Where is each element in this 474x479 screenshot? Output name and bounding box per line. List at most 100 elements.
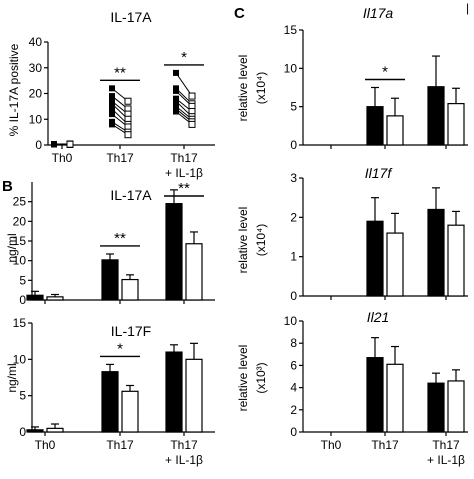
category-label: Th17 bbox=[106, 438, 134, 452]
y-tick-label: 10 bbox=[284, 61, 298, 75]
category-label: Th17 bbox=[106, 151, 134, 165]
bar bbox=[427, 208, 445, 297]
bar bbox=[185, 358, 203, 433]
data-point-filled bbox=[173, 108, 179, 115]
corner-mark: | bbox=[466, 1, 469, 15]
bar bbox=[121, 390, 139, 433]
chart-title: IL-17A bbox=[110, 187, 152, 203]
y-tick-label: 20 bbox=[13, 214, 27, 228]
y-tick-label: 0 bbox=[35, 138, 42, 152]
data-point-filled bbox=[109, 121, 115, 128]
chart-C-il17a: 0 5 10 15 Il17a relative level (x10⁴) * bbox=[236, 5, 468, 152]
y-tick-label: 30 bbox=[29, 61, 43, 75]
y-axis-label-units: (x10⁴) bbox=[254, 72, 268, 105]
data-point-filled bbox=[109, 100, 115, 107]
y-tick-label: 2 bbox=[290, 210, 297, 224]
significance-label: ** bbox=[114, 230, 126, 247]
bar bbox=[427, 86, 445, 146]
chart-B-il17a-ngml: 0 5 10 15 20 25 IL-17A ng/ml ** ** bbox=[5, 180, 215, 307]
data-point-filled bbox=[109, 105, 115, 112]
bar bbox=[386, 232, 404, 297]
data-point-open bbox=[188, 92, 196, 100]
y-tick-label: 0 bbox=[290, 425, 297, 439]
bar bbox=[185, 243, 203, 301]
chart-title: Il17a bbox=[363, 5, 394, 21]
data-point-filled bbox=[173, 69, 179, 76]
bar bbox=[386, 363, 404, 433]
y-axis-label-units: (x10⁴) bbox=[254, 224, 268, 257]
chart-title: IL-17F bbox=[111, 323, 151, 339]
y-tick-label: 8 bbox=[290, 336, 297, 350]
bar bbox=[447, 102, 465, 146]
data-point-filled bbox=[109, 111, 115, 118]
bar bbox=[366, 357, 384, 433]
y-tick-label: 15 bbox=[13, 316, 27, 330]
bar bbox=[101, 259, 119, 301]
y-tick-label: 10 bbox=[13, 254, 27, 268]
data-point-open bbox=[66, 140, 74, 148]
y-axis-label: ng/ml bbox=[5, 233, 19, 262]
y-tick-label: 10 bbox=[13, 352, 27, 366]
category-label: Th17 bbox=[170, 151, 198, 165]
bar bbox=[427, 382, 445, 433]
bar bbox=[366, 106, 384, 146]
chart-title: Il17f bbox=[365, 165, 394, 181]
bar bbox=[46, 427, 64, 433]
category-label: Th17 bbox=[371, 438, 399, 452]
y-tick-label: 4 bbox=[290, 381, 297, 395]
y-tick-label: 10 bbox=[29, 112, 43, 126]
category-label: Th0 bbox=[35, 438, 56, 452]
bar bbox=[121, 278, 139, 301]
bar bbox=[165, 351, 183, 433]
panel-letter-c: C bbox=[234, 5, 245, 22]
data-point-filled bbox=[51, 141, 57, 148]
pair-line bbox=[175, 72, 193, 97]
data-point-open bbox=[124, 97, 132, 105]
y-tick-label: 5 bbox=[290, 100, 297, 114]
y-tick-label: 25 bbox=[13, 195, 27, 209]
data-point-filled bbox=[173, 87, 179, 94]
y-tick-label: 3 bbox=[290, 171, 297, 185]
category-label: + IL-1β bbox=[165, 166, 203, 180]
category-label: + IL-1β bbox=[427, 453, 465, 467]
bar bbox=[447, 224, 465, 297]
category-label: Th0 bbox=[52, 151, 73, 165]
chart-C-il17f: 0 1 2 3 Il17f relative level (x10⁴) bbox=[236, 165, 468, 303]
y-tick-label: 15 bbox=[284, 23, 298, 37]
data-point-filled bbox=[173, 98, 179, 105]
bar bbox=[46, 296, 64, 301]
chart-title: Il21 bbox=[367, 309, 390, 325]
bar bbox=[26, 429, 44, 433]
y-tick-label: 15 bbox=[13, 234, 27, 248]
category-label: + IL-1β bbox=[165, 453, 203, 467]
y-axis-label: relative level bbox=[236, 207, 250, 274]
y-tick-label: 6 bbox=[290, 358, 297, 372]
category-label: Th17 bbox=[432, 438, 460, 452]
bar bbox=[386, 115, 404, 146]
bar bbox=[447, 380, 465, 433]
significance-label: ** bbox=[114, 64, 126, 81]
y-axis-label-units: (x10³) bbox=[254, 362, 268, 393]
y-tick-label: 5 bbox=[19, 389, 26, 403]
panel-letter-b: B bbox=[2, 178, 13, 195]
significance-label: * bbox=[181, 49, 187, 66]
y-tick-label: 20 bbox=[29, 87, 43, 101]
bar bbox=[101, 371, 119, 433]
y-tick-label: 5 bbox=[19, 273, 26, 287]
y-tick-label: 1 bbox=[290, 250, 297, 264]
y-tick-label: 0 bbox=[290, 138, 297, 152]
y-axis-label: ng/ml bbox=[5, 363, 19, 392]
significance-label: * bbox=[117, 340, 123, 357]
data-point-open bbox=[124, 131, 132, 139]
y-tick-label: 40 bbox=[29, 35, 43, 49]
significance-label: * bbox=[382, 64, 388, 81]
data-point-filled bbox=[109, 85, 115, 92]
chart-title: IL-17A bbox=[110, 9, 152, 25]
y-tick-label: 0 bbox=[19, 425, 26, 439]
